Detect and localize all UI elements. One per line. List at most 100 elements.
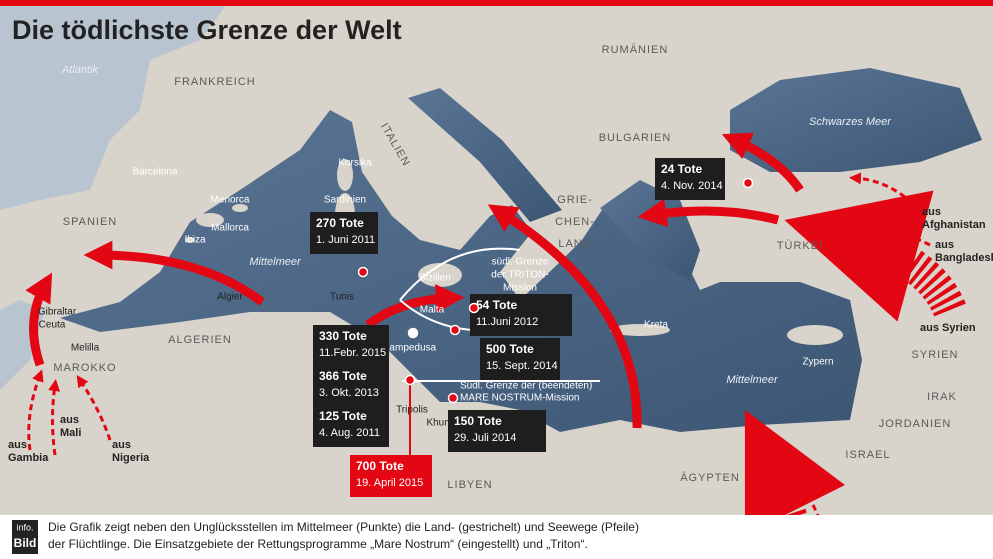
country-label: SYRIEN [912, 349, 959, 361]
country-label: RUMÄNIEN [602, 44, 669, 56]
incident-deaths: 366 Tote [319, 369, 367, 383]
incident-date: 4. Aug. 2011 [319, 427, 380, 439]
logo-text: Bild [14, 536, 37, 550]
mission-label: südl. Grenze [492, 257, 549, 268]
logo [12, 520, 38, 554]
incident-date: 11.Juni 2012 [476, 316, 538, 328]
incident-point [468, 302, 480, 314]
mission-label: MARE NOSTRUM-Mission [460, 393, 579, 404]
place-label: Malta [420, 305, 445, 316]
origin-label: Bangladesh [935, 252, 993, 264]
incident-point [447, 392, 459, 404]
place-label: Ceuta [39, 320, 66, 331]
incident-box [470, 294, 572, 336]
origin-label: Gambia [8, 452, 49, 464]
place-label: Tripolis [396, 405, 428, 416]
mission-label: der TRITON- [491, 270, 548, 281]
incident-date: 11.Febr. 2015 [319, 347, 386, 359]
incident-date: 15. Sept. 2014 [486, 360, 558, 372]
incident-box [313, 325, 389, 447]
sea-label: Schwarzes Meer [809, 116, 892, 128]
incident-box [350, 455, 432, 497]
sea-route [637, 198, 780, 228]
caption: Die Grafik zeigt neben den Unglücksstell… [48, 520, 639, 534]
adriatic [408, 88, 562, 222]
sea-label: Mittelmeer [726, 374, 779, 386]
place-label: Mallorca [211, 223, 249, 234]
incident-box [655, 158, 725, 200]
place-label: Ibiza [184, 235, 206, 246]
sea-label: Mittelmeer [249, 256, 302, 268]
origin-label: aus [60, 414, 79, 426]
place-label: Sardinien [324, 195, 366, 206]
incident-box [480, 338, 560, 380]
origin-label: Nigeria [112, 452, 150, 464]
land-route-wide [784, 190, 966, 322]
place-label: Gibraltar [38, 307, 77, 318]
sea-route [721, 132, 804, 193]
mission-label: Südl. Grenze der (beendeten) [460, 381, 592, 392]
origin-label: aus [112, 439, 131, 451]
country-label: ÄGYPTEN [680, 472, 740, 484]
atlantic [0, 0, 230, 210]
country-label: GRIE- [557, 194, 593, 206]
mission-label: Mission [503, 283, 537, 294]
black-sea [730, 68, 982, 172]
sea-route [25, 272, 53, 367]
origin-label: aus [922, 206, 941, 218]
country-label: CHEN- [555, 216, 595, 228]
country-label: LAND [558, 238, 591, 250]
incident-deaths: 125 Tote [319, 409, 367, 423]
incident-deaths: 330 Tote [319, 329, 367, 343]
origin-label: aus [935, 239, 954, 251]
country-label: LIBYEN [447, 479, 492, 491]
incident-point [449, 324, 461, 336]
place-label: Melilla [71, 343, 100, 354]
land-route [76, 375, 112, 441]
incident-date: 29. Juli 2014 [454, 432, 516, 444]
origin-label: Afghanistan [922, 219, 986, 231]
country-label: IRAK [927, 391, 957, 403]
incident-point [407, 327, 419, 339]
incident-date: 3. Okt. 2013 [319, 387, 379, 399]
country-label: SPANIEN [63, 216, 117, 228]
sea-label: Atlantik [61, 64, 99, 76]
place-label: Tunis [330, 292, 354, 303]
incident-date: 4. Nov. 2014 [661, 180, 723, 192]
country-label: TÜRKEI [777, 240, 823, 252]
incident-deaths: 24 Tote [661, 162, 702, 176]
origin-label: Mali [60, 427, 81, 439]
incident-point [404, 374, 416, 386]
place-label: Lampedusa [384, 343, 437, 354]
incident-point [742, 177, 754, 189]
place-label: Menorca [211, 195, 250, 206]
incident-date: 19. April 2015 [356, 477, 423, 489]
sea-route [487, 204, 642, 429]
sea-route [365, 284, 465, 329]
aegean [600, 180, 700, 280]
mediterranean [60, 110, 862, 432]
place-label: Sizilien [419, 273, 451, 284]
top-bar [0, 0, 993, 6]
place-label: Korsika [338, 158, 372, 169]
origin-label: aus Syrien [920, 322, 976, 334]
incident-date: 1. Juni 2011 [316, 234, 375, 246]
title: Die tödlichste Grenze der Welt [12, 15, 402, 45]
country-label: BULGARIEN [599, 132, 672, 144]
country-label: MAROKKO [53, 362, 116, 374]
place-label: Zypern [802, 357, 833, 368]
incident-box [310, 212, 378, 254]
land-route [48, 379, 61, 456]
country-label: FRANKREICH [174, 76, 256, 88]
incident-deaths: 700 Tote [356, 459, 404, 473]
place-label: Kreta [644, 320, 668, 331]
incident-deaths: 54 Tote [476, 298, 517, 312]
caption: der Flüchtlinge. Die Einsatzgebiete der … [48, 537, 588, 551]
footer [0, 515, 993, 559]
incident-deaths: 150 Tote [454, 414, 502, 428]
country-label: ALGERIEN [168, 334, 232, 346]
country-label: ISRAEL [845, 449, 890, 461]
incident-deaths: 500 Tote [486, 342, 534, 356]
logo-text: info. [16, 522, 33, 532]
